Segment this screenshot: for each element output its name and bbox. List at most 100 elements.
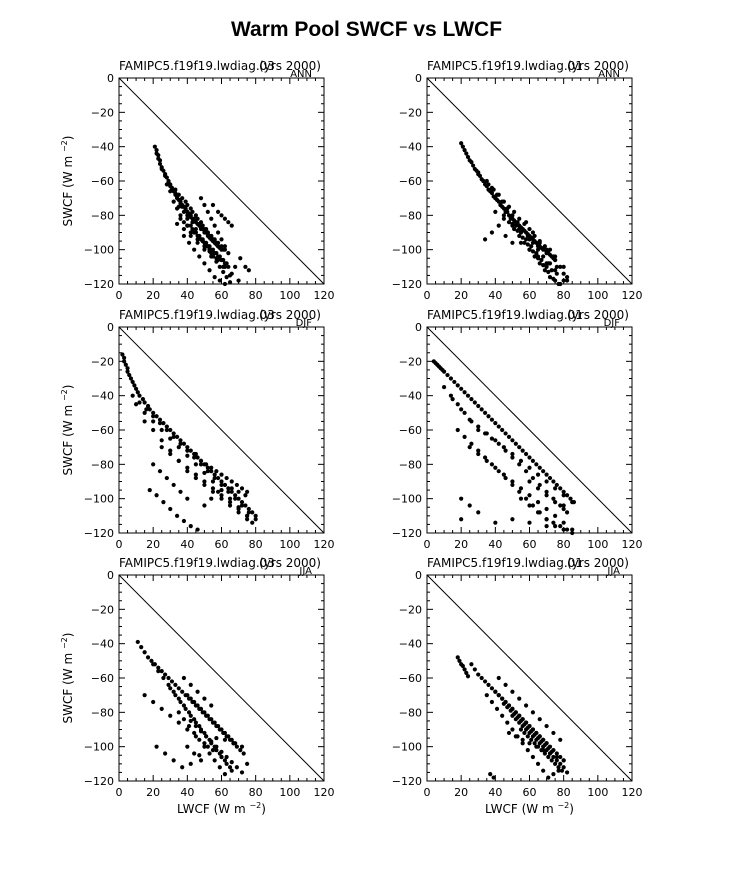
data-point (500, 696, 505, 701)
data-point (147, 487, 152, 493)
data-point (537, 261, 542, 266)
data-point (176, 192, 181, 197)
x-tick-label: 80 (249, 786, 263, 799)
data-point (154, 744, 159, 749)
data-point (455, 427, 460, 433)
data-point (530, 458, 536, 463)
y-tick-label: −40 (91, 141, 114, 154)
panel-3: FAMIPC5.f19f19.lwdiag.03(yrs 2000)DJF 0 20… (60, 308, 335, 551)
data-point (476, 448, 481, 453)
data-point (185, 213, 190, 218)
data-point (558, 524, 563, 529)
data-point (190, 220, 195, 225)
data-point (496, 693, 501, 698)
data-point (452, 379, 457, 385)
data-point (198, 237, 204, 242)
data-point (243, 493, 248, 498)
data-point (205, 713, 210, 718)
data-point (253, 517, 258, 522)
data-point (164, 427, 169, 433)
panel-year-range: (yrs 2000) (567, 308, 629, 322)
data-point (501, 216, 506, 221)
data-point (494, 192, 500, 197)
data-point (498, 202, 503, 208)
data-point (174, 221, 180, 227)
reference-line (426, 77, 633, 285)
data-point (222, 281, 228, 287)
data-point (544, 472, 549, 477)
data-point (549, 268, 554, 273)
data-point (215, 489, 221, 494)
data-point (197, 737, 202, 742)
data-point (185, 445, 190, 450)
y-tick-label: −120 (392, 527, 422, 540)
data-point (250, 520, 255, 525)
data-point (554, 754, 559, 760)
data-point (535, 500, 541, 505)
data-point (476, 672, 481, 677)
data-point (171, 482, 176, 488)
data-point (561, 758, 566, 763)
data-point (202, 202, 207, 208)
data-point (186, 240, 192, 245)
data-point (159, 706, 164, 712)
data-point (547, 275, 553, 280)
data-point (221, 269, 226, 275)
data-point (173, 682, 178, 687)
data-point (493, 465, 498, 470)
data-point (501, 701, 506, 706)
x-tick-label: 60 (523, 289, 537, 302)
data-point (202, 482, 207, 488)
data-point (185, 223, 190, 228)
x-tick-label: 100 (587, 289, 608, 302)
y-tick-label: −60 (91, 672, 114, 685)
data-point (219, 479, 224, 484)
data-point (459, 496, 464, 501)
x-tick-label: 40 (488, 786, 502, 799)
data-point (156, 153, 161, 158)
data-point (476, 451, 481, 457)
data-point (202, 730, 207, 736)
data-point (544, 247, 549, 252)
data-point (183, 706, 188, 712)
data-point (151, 462, 156, 467)
panel-season: DJF (604, 318, 621, 329)
data-point (181, 220, 187, 225)
data-point (471, 163, 476, 168)
reference-line (118, 77, 325, 285)
data-point (551, 730, 556, 736)
data-point (157, 469, 163, 474)
data-point (202, 244, 207, 249)
data-point (185, 469, 190, 474)
data-point (518, 230, 524, 235)
data-point (553, 268, 558, 273)
data-point (202, 710, 207, 715)
data-point (219, 472, 224, 477)
data-point (125, 369, 130, 374)
data-point (197, 723, 202, 729)
data-point (546, 269, 551, 275)
panel-season: ANN (290, 69, 312, 80)
x-tick-label: 100 (587, 786, 608, 799)
panel-label: FAMIPC5.f19f19.lwdiag.03 (119, 308, 275, 322)
x-tick-label: 40 (180, 538, 194, 551)
data-point (530, 249, 536, 254)
data-point (215, 209, 221, 214)
data-point (193, 472, 198, 477)
data-point (231, 741, 236, 746)
data-point (181, 209, 187, 214)
data-point (484, 693, 489, 698)
data-point (142, 410, 147, 415)
data-point (219, 482, 224, 488)
data-point (542, 244, 547, 249)
data-point (510, 713, 515, 718)
data-point (198, 196, 204, 201)
data-point (192, 699, 197, 705)
data-point (209, 251, 214, 256)
data-point (510, 213, 515, 218)
data-point (142, 400, 147, 405)
data-point (168, 436, 173, 441)
data-point (510, 223, 515, 228)
data-point (229, 223, 234, 228)
data-point (144, 407, 149, 412)
